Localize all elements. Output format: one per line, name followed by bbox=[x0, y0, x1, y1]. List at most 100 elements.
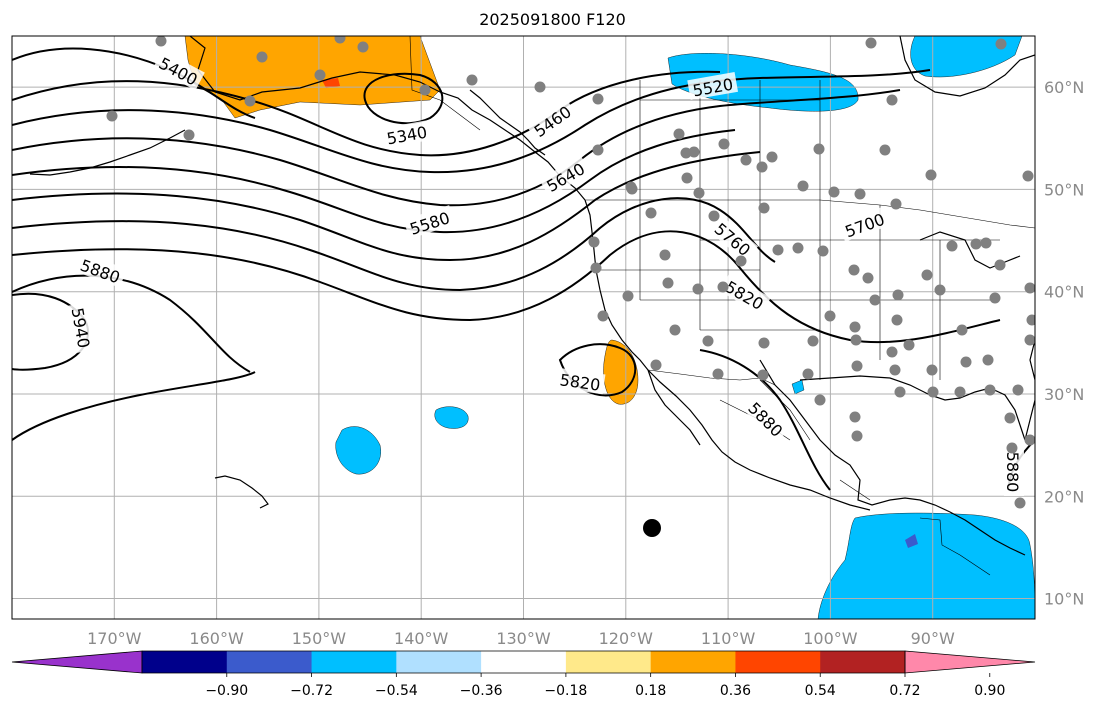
station-dot bbox=[1004, 412, 1016, 424]
contour-5880 bbox=[12, 274, 251, 373]
contour-5340 bbox=[363, 72, 444, 125]
alaska-coast bbox=[189, 36, 586, 201]
colorbar-tick-label: 0.54 bbox=[805, 683, 836, 699]
station-dot bbox=[1006, 442, 1018, 454]
station-dot bbox=[869, 294, 881, 306]
contour-label: 5940 bbox=[68, 302, 96, 354]
contour-5580 bbox=[12, 89, 901, 207]
station-dot bbox=[597, 310, 609, 322]
positive-anomaly-strong-alaska bbox=[322, 78, 340, 88]
svg-text:5580: 5580 bbox=[408, 208, 453, 239]
colorbar-segment bbox=[226, 651, 313, 673]
contour-5880-2 bbox=[12, 371, 256, 441]
colorbar-segment bbox=[142, 651, 228, 673]
contour-5880-gulf bbox=[699, 349, 831, 491]
negative-anomaly-strong-guatemala bbox=[905, 534, 918, 548]
station-dot bbox=[817, 245, 829, 257]
contour-5760 bbox=[12, 197, 776, 292]
station-dot bbox=[851, 360, 863, 372]
svg-text:5880: 5880 bbox=[78, 256, 123, 288]
station-dot bbox=[1014, 497, 1026, 509]
station-dot bbox=[890, 198, 902, 210]
station-dot bbox=[926, 364, 938, 376]
colorbar-tick-label: −0.90 bbox=[205, 683, 248, 699]
gulf-coast bbox=[759, 359, 1026, 556]
colorbar-tick-label: −0.54 bbox=[375, 683, 418, 699]
contour-label: 5880 bbox=[74, 252, 127, 288]
station-dot bbox=[688, 146, 700, 158]
station-dot bbox=[886, 346, 898, 358]
hawaii bbox=[214, 475, 269, 509]
station-dot bbox=[466, 74, 478, 86]
station-dot bbox=[984, 384, 996, 396]
negative-anomaly-gulf bbox=[791, 379, 805, 395]
station-dot bbox=[106, 110, 118, 122]
station-dot bbox=[921, 269, 933, 281]
station-dot bbox=[892, 289, 904, 301]
colorbar-extend-max bbox=[904, 650, 1036, 674]
svg-text:5940: 5940 bbox=[68, 306, 94, 349]
contour-5460 bbox=[12, 70, 721, 157]
lat-tick-label: 10°N bbox=[1044, 590, 1084, 609]
station-dot bbox=[802, 368, 814, 380]
station-dot bbox=[756, 161, 768, 173]
station-dot bbox=[1024, 334, 1035, 346]
station-dot bbox=[995, 38, 1007, 50]
station-dot bbox=[879, 144, 891, 156]
contour-label: 5880 bbox=[1003, 448, 1024, 496]
station-dot bbox=[814, 394, 826, 406]
station-dot bbox=[662, 277, 674, 289]
station-dot bbox=[740, 154, 752, 166]
station-dot bbox=[927, 386, 939, 398]
station-dot bbox=[807, 335, 819, 347]
lon-tick-label: 150°W bbox=[292, 629, 347, 648]
station-dot bbox=[758, 337, 770, 349]
mexico-state-lines bbox=[719, 379, 871, 501]
station-dot bbox=[851, 430, 863, 442]
station-dot bbox=[758, 202, 770, 214]
lon-tick-label: 160°W bbox=[189, 629, 244, 648]
station-dot bbox=[681, 172, 693, 184]
station-dot bbox=[735, 255, 747, 267]
station-dot bbox=[989, 292, 1001, 304]
station-dot bbox=[669, 324, 681, 336]
contour-5640 bbox=[12, 129, 736, 234]
station-dot bbox=[712, 368, 724, 380]
contour-5520 bbox=[12, 69, 931, 174]
station-dot bbox=[590, 262, 602, 274]
station-dot bbox=[717, 281, 729, 293]
great-lakes bbox=[919, 231, 1021, 269]
station-dot bbox=[622, 290, 634, 302]
station-dot bbox=[850, 334, 862, 346]
colorbar-segment bbox=[565, 651, 652, 673]
aleutian-islands bbox=[29, 129, 186, 176]
lat-tick-label: 20°N bbox=[1044, 487, 1084, 506]
station-dot bbox=[891, 314, 903, 326]
shaded-anomaly-fields bbox=[184, 36, 1035, 619]
central-america-borders bbox=[919, 517, 991, 576]
colorbar-tick-label: 0.72 bbox=[889, 683, 920, 699]
station-dot bbox=[757, 369, 769, 381]
station-dot bbox=[155, 36, 167, 47]
bc-coast-islands bbox=[469, 89, 546, 156]
station-dot bbox=[650, 359, 662, 371]
station-dot bbox=[534, 81, 546, 93]
negative-anomaly-central-america bbox=[817, 512, 1035, 619]
station-dot bbox=[588, 236, 600, 248]
svg-text:5700: 5700 bbox=[842, 210, 887, 242]
contour-label: 5820 bbox=[719, 273, 771, 315]
station-dot bbox=[980, 237, 992, 249]
lon-tick-label: 90°W bbox=[911, 629, 955, 648]
station-dot bbox=[792, 242, 804, 254]
station-dot bbox=[854, 188, 866, 200]
lon-tick-label: 110°W bbox=[701, 629, 756, 648]
station-dot bbox=[183, 129, 195, 141]
station-dot bbox=[954, 386, 966, 398]
political-borders bbox=[409, 36, 1035, 576]
station-dot bbox=[702, 335, 714, 347]
station-dot bbox=[828, 186, 840, 198]
station-dot bbox=[970, 238, 982, 250]
colorbar-extend-min bbox=[11, 650, 143, 674]
station-dot bbox=[886, 94, 898, 106]
